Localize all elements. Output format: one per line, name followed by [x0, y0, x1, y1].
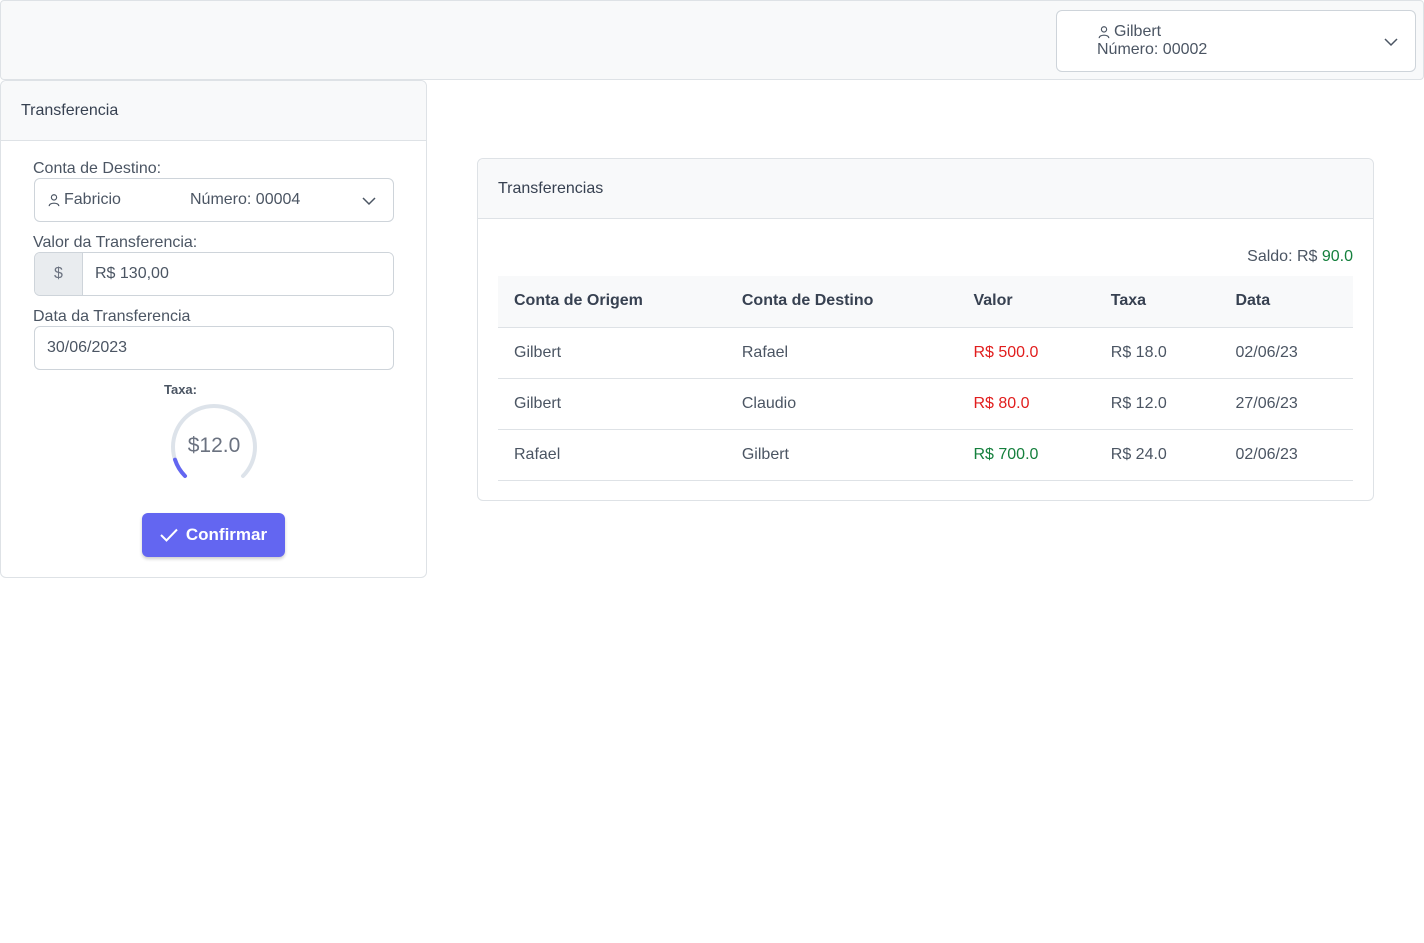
- origin-cell: Gilbert: [498, 327, 726, 379]
- date-label: Data da Transferencia: [33, 308, 191, 325]
- top-bar: Gilbert Número: 00002: [0, 0, 1424, 80]
- table-row: Gilbert Rafael R$ 500.0 R$ 18.0 02/06/23: [498, 327, 1353, 379]
- fee-knob: [171, 404, 257, 478]
- account-dropdown[interactable]: Gilbert Número: 00002: [1056, 10, 1416, 72]
- account-number: Número: 00002: [1097, 41, 1208, 58]
- table-row: Gilbert Claudio R$ 80.0 R$ 12.0 27/06/23: [498, 378, 1353, 430]
- chevron-down-icon: [362, 197, 376, 206]
- fee-cell: R$ 24.0: [1094, 429, 1220, 481]
- fee-value: $12.0: [187, 434, 241, 457]
- amount-input[interactable]: [83, 253, 393, 295]
- date-cell: 02/06/23: [1219, 429, 1353, 481]
- value-cell: R$ 500.0: [957, 327, 1095, 379]
- column-header: Conta de Destino: [725, 276, 958, 328]
- column-header: Conta de Origem: [498, 276, 726, 328]
- column-header: Valor: [957, 276, 1095, 328]
- balance-value: 90.0: [1321, 248, 1353, 265]
- account-name: Gilbert: [1114, 23, 1162, 40]
- destination-account-select[interactable]: Fabricio Número: 00004: [34, 178, 394, 222]
- table-header-row: Conta de Origem Conta de Destino Valor T…: [498, 276, 1353, 328]
- chevron-down-icon: [1384, 38, 1398, 47]
- currency-prefix: $: [35, 253, 83, 295]
- user-icon: [1098, 26, 1110, 39]
- transfers-table: Conta de Origem Conta de Destino Valor T…: [498, 276, 1353, 481]
- destination-name-row: Fabricio: [47, 191, 121, 209]
- destination-cell: Rafael: [725, 327, 958, 379]
- date-cell: 02/06/23: [1219, 327, 1353, 379]
- value-cell: R$ 80.0: [957, 378, 1095, 430]
- fee-label: Taxa:: [164, 382, 197, 397]
- origin-cell: Gilbert: [498, 378, 726, 430]
- user-icon: [48, 194, 60, 207]
- table-row: Rafael Gilbert R$ 700.0 R$ 24.0 02/06/23: [498, 429, 1353, 481]
- balance: Saldo: R$ 90.0: [1247, 248, 1353, 266]
- destination-cell: Gilbert: [725, 429, 958, 481]
- confirm-label: Confirmar: [185, 525, 268, 544]
- origin-cell: Rafael: [498, 429, 726, 481]
- amount-label: Valor da Transferencia:: [33, 234, 198, 251]
- column-header: Data: [1219, 276, 1353, 328]
- date-input[interactable]: [34, 326, 394, 370]
- column-header: Taxa: [1094, 276, 1220, 328]
- date-cell: 27/06/23: [1219, 378, 1353, 430]
- account-name-row: Gilbert: [1097, 23, 1161, 41]
- transfers-card: Transferencias Saldo: R$ 90.0 Conta de O…: [477, 158, 1374, 501]
- destination-label: Conta de Destino:: [33, 160, 162, 177]
- value-cell: R$ 700.0: [957, 429, 1095, 481]
- confirm-button[interactable]: Confirmar: [142, 513, 285, 557]
- check-icon: [160, 528, 178, 542]
- fee-cell: R$ 12.0: [1094, 378, 1220, 430]
- destination-number: Número: 00004: [190, 191, 301, 208]
- fee-cell: R$ 18.0: [1094, 327, 1220, 379]
- destination-name: Fabricio: [64, 191, 121, 208]
- balance-label: Saldo: R$: [1247, 248, 1318, 265]
- transfer-form-title: Transferencia: [1, 81, 426, 141]
- destination-cell: Claudio: [725, 378, 958, 430]
- amount-input-group: $: [34, 252, 394, 296]
- transfers-title: Transferencias: [478, 159, 1373, 219]
